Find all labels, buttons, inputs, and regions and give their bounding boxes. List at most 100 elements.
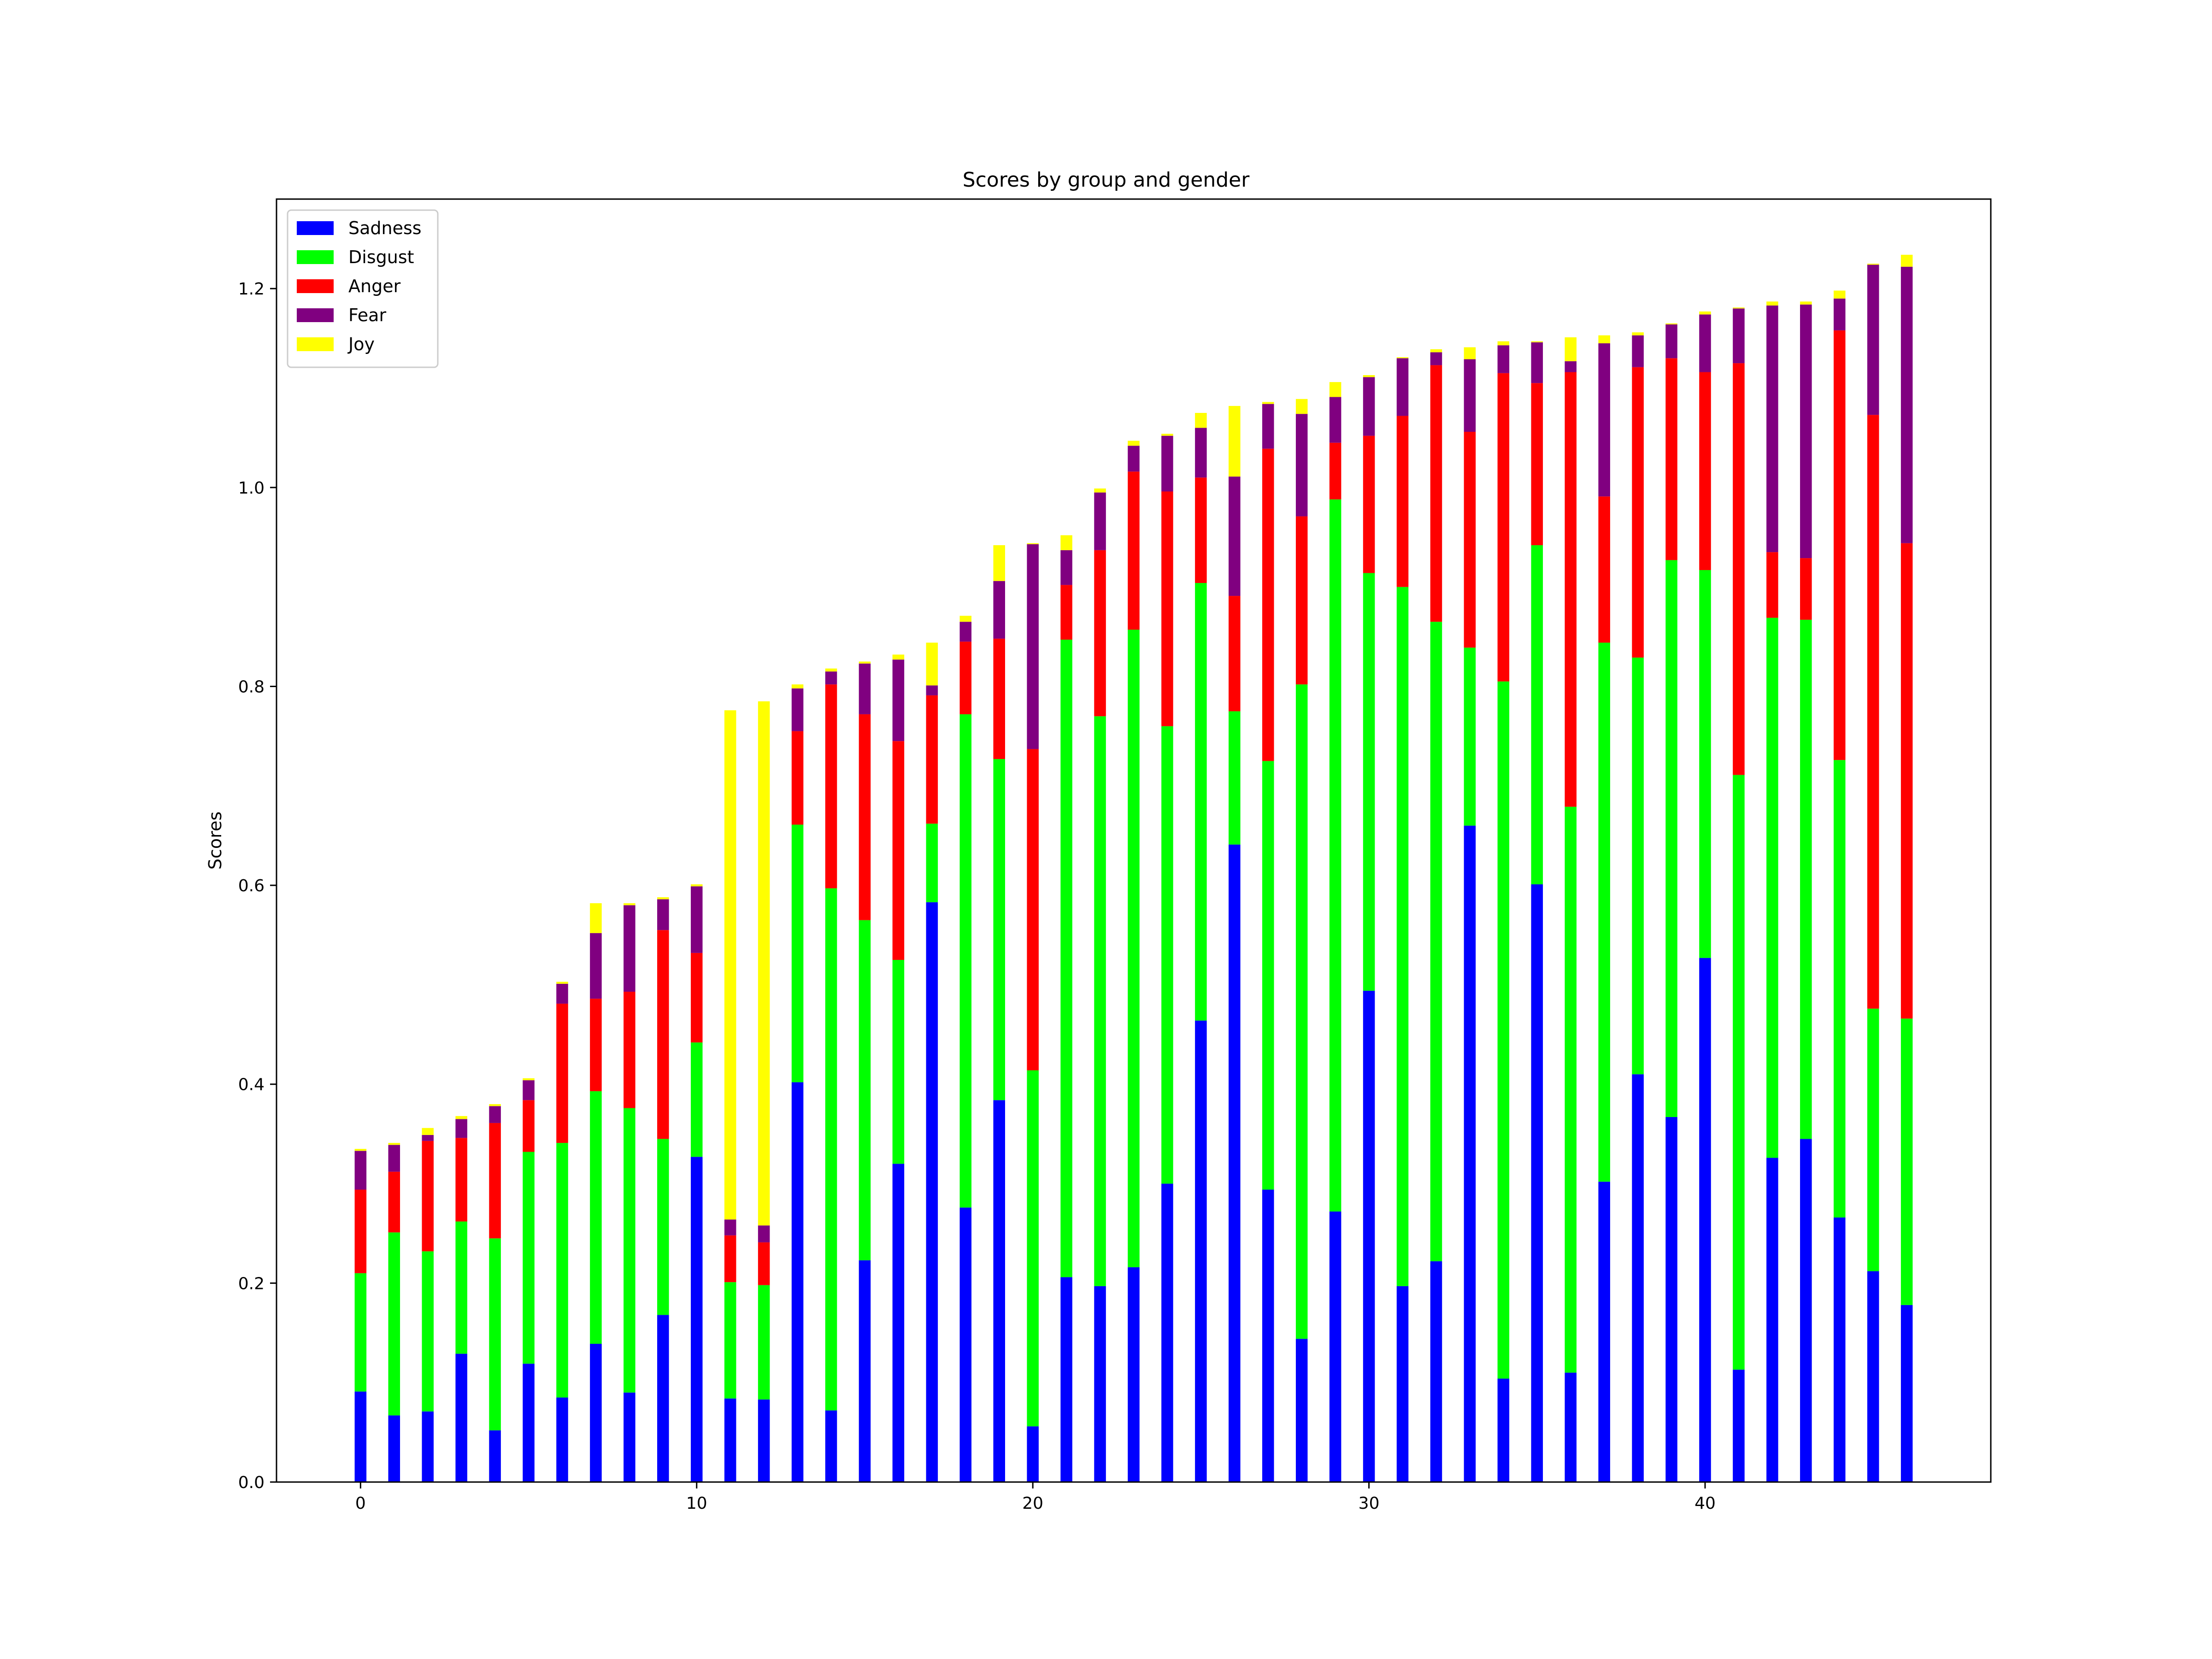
bar-fear-34 [1497,345,1510,373]
bar-disgust-23 [1128,629,1140,1267]
bar-fear-39 [1665,324,1677,359]
bar-disgust-19 [993,759,1005,1100]
bar-disgust-17 [926,824,938,902]
bar-disgust-14 [825,888,837,1411]
y-tick-label: 1.0 [238,479,265,498]
bar-fear-0 [354,1151,367,1190]
bar-sadness-5 [523,1364,535,1482]
bar-anger-19 [993,638,1005,759]
bar-sadness-33 [1464,825,1476,1482]
bar-disgust-37 [1598,642,1610,1182]
legend-box [287,209,439,368]
bar-joy-37 [1598,335,1610,343]
bar-anger-17 [926,695,938,824]
bar-fear-23 [1128,446,1140,472]
bar-sadness-18 [959,1207,972,1482]
bar-anger-4 [489,1123,501,1239]
bar-fear-41 [1733,308,1745,364]
bar-disgust-27 [1262,761,1274,1190]
bar-fear-45 [1867,265,1879,415]
bar-disgust-20 [1027,1070,1039,1427]
y-tick-label: 1.2 [238,280,265,299]
bar-joy-44 [1834,290,1846,299]
x-tick-label: 0 [355,1494,366,1513]
bar-disgust-36 [1565,806,1577,1373]
bar-fear-18 [959,622,972,642]
bar-anger-12 [758,1242,770,1285]
x-tick-label: 10 [686,1494,707,1513]
bar-disgust-24 [1161,726,1173,1184]
bar-disgust-11 [724,1282,736,1399]
bar-joy-17 [926,642,938,686]
bar-sadness-11 [724,1398,736,1482]
bar-disgust-16 [892,959,905,1164]
bar-sadness-20 [1027,1426,1039,1482]
bar-joy-46 [1900,254,1913,267]
bar-sadness-25 [1195,1020,1207,1482]
bar-sadness-17 [926,902,938,1482]
bar-joy-9 [657,897,669,900]
bar-joy-31 [1396,357,1409,359]
bar-anger-16 [892,741,905,960]
bar-anger-7 [590,999,602,1091]
legend-label-sadness: Sadness [348,218,422,238]
bar-sadness-22 [1094,1286,1106,1482]
bar-joy-6 [556,982,568,984]
bar-anger-3 [455,1138,467,1222]
bar-fear-28 [1295,414,1308,517]
bar-sadness-26 [1229,844,1241,1482]
bar-joy-2 [422,1128,434,1135]
legend: Sadness Disgust Anger Fear Joy [287,209,439,368]
bar-disgust-31 [1396,587,1409,1286]
bar-disgust-12 [758,1285,770,1400]
bar-anger-29 [1329,442,1341,500]
y-tick-label: 0.0 [238,1473,265,1492]
bar-anger-44 [1834,330,1846,760]
bar-fear-40 [1699,314,1711,372]
bar-anger-31 [1396,416,1409,587]
bar-disgust-39 [1665,560,1677,1117]
bar-disgust-29 [1329,499,1341,1212]
bar-anger-41 [1733,363,1745,775]
bar-sadness-35 [1531,884,1543,1482]
bar-joy-3 [455,1116,467,1119]
y-tick-label: 0.2 [238,1274,265,1293]
bar-disgust-1 [388,1232,400,1416]
bar-sadness-40 [1699,958,1711,1482]
bar-anger-2 [422,1141,434,1252]
bar-anger-26 [1229,596,1241,712]
bar-joy-4 [489,1104,501,1106]
bar-sadness-7 [590,1344,602,1482]
bar-anger-36 [1565,372,1577,807]
bar-joy-22 [1094,488,1106,493]
bar-fear-29 [1329,397,1341,443]
bar-sadness-28 [1295,1339,1308,1482]
bar-anger-24 [1161,491,1173,726]
bar-anger-11 [724,1235,736,1282]
bar-sadness-27 [1262,1189,1274,1482]
bar-disgust-38 [1632,657,1644,1075]
bar-disgust-40 [1699,570,1711,958]
bar-joy-30 [1363,375,1375,377]
bar-fear-2 [422,1135,434,1141]
legend-label-fear: Fear [348,305,386,325]
bar-joy-45 [1867,264,1879,265]
bar-joy-21 [1060,535,1072,550]
x-tick-label: 40 [1694,1494,1716,1513]
bar-sadness-37 [1598,1182,1610,1482]
bar-sadness-13 [791,1082,804,1482]
bar-joy-40 [1699,311,1711,315]
bar-anger-1 [388,1171,400,1233]
bar-fear-11 [724,1219,736,1235]
bar-anger-25 [1195,477,1207,583]
bar-fear-31 [1396,358,1409,416]
bar-joy-10 [691,884,703,887]
bar-fear-35 [1531,342,1543,383]
bar-fear-13 [791,688,804,731]
bar-joy-26 [1229,406,1241,477]
bar-disgust-4 [489,1238,501,1430]
bar-disgust-41 [1733,775,1745,1370]
bar-fear-22 [1094,492,1106,550]
bar-sadness-43 [1800,1139,1812,1482]
bar-disgust-15 [859,920,871,1260]
